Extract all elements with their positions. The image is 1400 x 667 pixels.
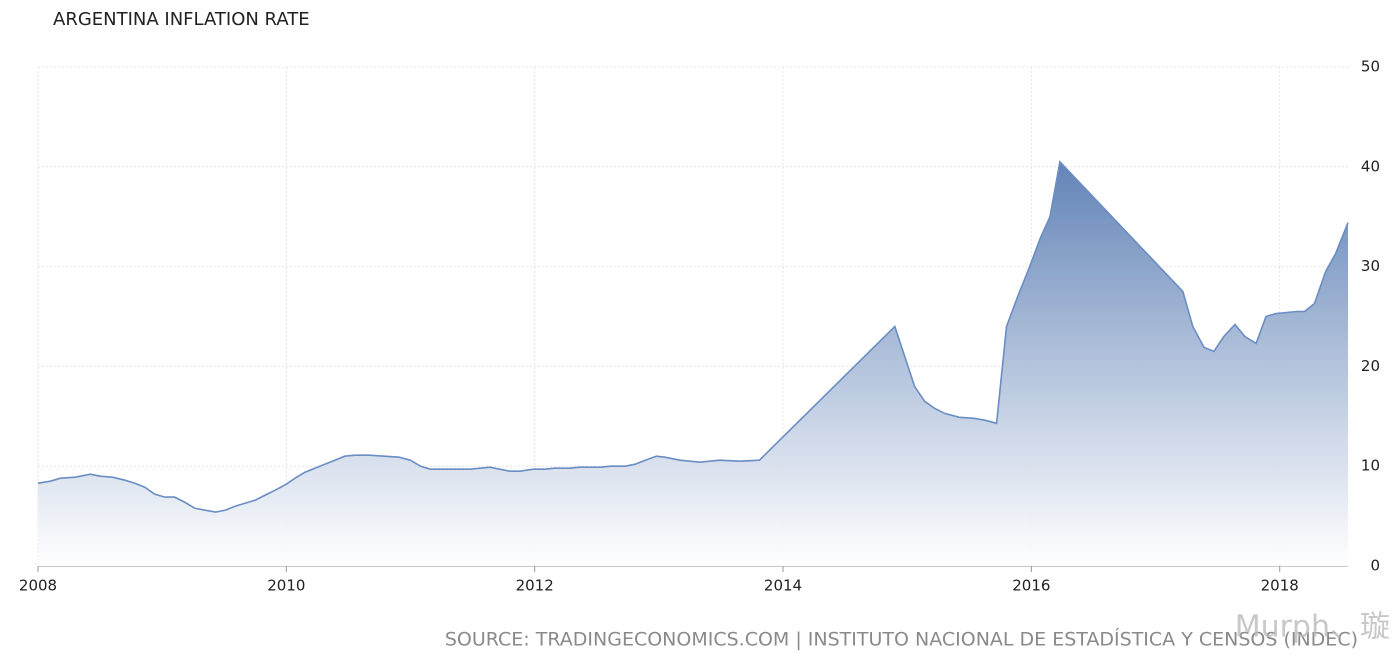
- line: [37, 160, 1349, 513]
- y-tick-label: 10: [1361, 457, 1380, 475]
- source-note: SOURCE: TRADINGECONOMICS.COM | INSTITUTO…: [445, 628, 1358, 651]
- x-tick-label: 2010: [267, 577, 305, 595]
- x-tick-label: 2014: [764, 577, 802, 595]
- x-tick-label: 2008: [19, 577, 57, 595]
- y-tick-label: 0: [1370, 557, 1380, 575]
- area: [38, 161, 1348, 567]
- watermark: Murph、璇: [1235, 610, 1390, 645]
- y-tick-label: 30: [1361, 257, 1380, 275]
- x-tick-label: 2016: [1012, 577, 1050, 595]
- y-tick-label: 50: [1361, 58, 1380, 76]
- y-tick-label: 20: [1361, 357, 1380, 375]
- x-tick-label: 2012: [516, 577, 554, 595]
- y-tick-label: 40: [1361, 157, 1380, 175]
- chart-title: ARGENTINA INFLATION RATE: [53, 9, 310, 30]
- x-tick-label: 2018: [1261, 577, 1299, 595]
